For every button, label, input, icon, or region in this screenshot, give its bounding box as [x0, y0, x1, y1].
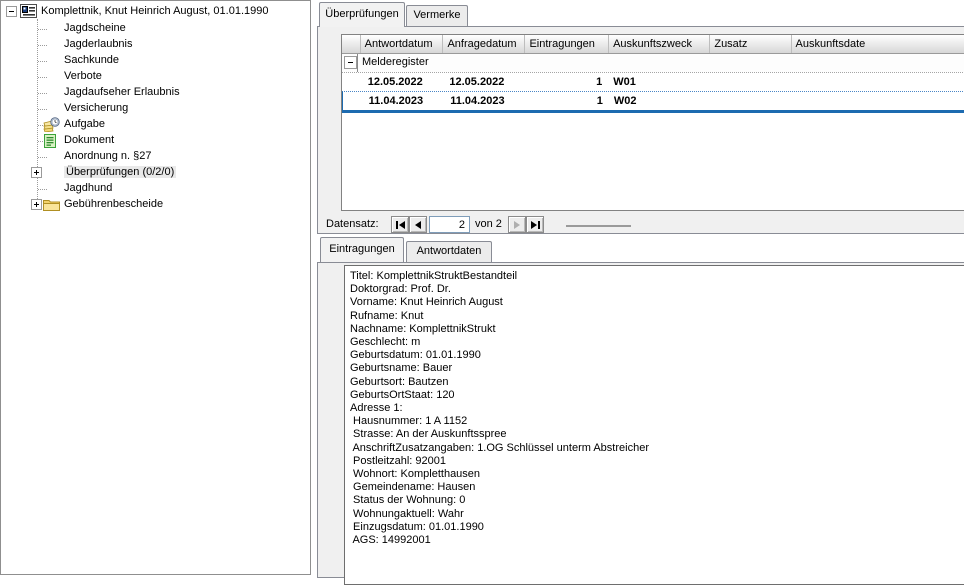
- tree-item-label: Versicherung: [64, 102, 129, 114]
- tree-item-label: Anordnung n. §27: [64, 150, 152, 162]
- detail-line: Postleitzahl: 92001: [350, 454, 447, 467]
- cell-antwortdatum: 11.04.2023: [368, 95, 424, 107]
- detail-line: Geschlecht: m: [350, 336, 421, 349]
- tree-item-label: Dokument: [64, 134, 115, 146]
- detail-line: Nachname: KomplettnikStrukt: [350, 322, 496, 335]
- detail-line: Wohnungaktuell: Wahr: [350, 507, 464, 520]
- detail-line: Hausnummer: 1 A 1152: [350, 415, 468, 428]
- task-clock-icon: [43, 117, 61, 132]
- table-row-selected[interactable]: 11.04.2023 11.04.2023 1 W02: [342, 91, 964, 113]
- cell-eintragungen: 1: [596, 95, 603, 107]
- group-collapse-icon[interactable]: [344, 56, 357, 69]
- folder-icon: [43, 198, 60, 211]
- cell-auskunftszweck: W02: [613, 95, 637, 107]
- tree-root-item[interactable]: Komplettnik, Knut Heinrich August, 01.01…: [1, 3, 310, 19]
- tree-root-label: Komplettnik, Knut Heinrich August, 01.01…: [41, 5, 269, 17]
- detail-line: AGS: 14992001: [350, 534, 431, 547]
- sidebar-item-anordnung[interactable]: Anordnung n. §27: [1, 149, 310, 165]
- detail-line: Geburtsname: Bauer: [350, 362, 453, 375]
- sidebar-item-ueberpruefungen[interactable]: Überprüfungen (0/2/0): [1, 165, 310, 181]
- detail-line: GeburtsOrtStaat: 120: [350, 388, 455, 401]
- detail-line: Strasse: An der Auskunftsspree: [350, 428, 507, 441]
- cell-anfragedatum: 12.05.2022: [449, 76, 505, 88]
- column-header-auskunftsdate[interactable]: Auskunftsdate: [792, 35, 964, 53]
- entry-details-textarea[interactable]: Titel: KomplettnikStruktBestandteil Dokt…: [344, 265, 964, 585]
- column-header-indicator[interactable]: [342, 35, 361, 53]
- person-tree-panel: Komplettnik, Knut Heinrich August, 01.01…: [0, 0, 311, 575]
- tree-item-label: Gebührenbescheide: [64, 198, 164, 210]
- sidebar-item-jagdaufseher-erlaubnis[interactable]: Jagdaufseher Erlaubnis: [1, 85, 310, 101]
- expand-icon[interactable]: [31, 167, 42, 178]
- cell-auskunftszweck: W01: [613, 76, 636, 88]
- tree-item-label: Jagderlaubnis: [64, 38, 133, 50]
- tree-item-label: Aufgabe: [64, 118, 105, 130]
- cell-antwortdatum: 12.05.2022: [367, 76, 423, 88]
- grid-header-row: Antwortdatum Anfragedatum Eintragungen A…: [342, 35, 964, 54]
- expand-icon[interactable]: [31, 199, 42, 210]
- cell-eintragungen: 1: [596, 76, 603, 88]
- record-navigator-label: Datensatz:: [326, 218, 379, 230]
- record-number-input[interactable]: 2: [429, 216, 470, 233]
- record-navigator: Datensatz: 2 von 2: [318, 214, 964, 235]
- ueberpruefungen-tabpage: Antwortdatum Anfragedatum Eintragungen A…: [317, 26, 964, 234]
- detail-line: Wohnort: Kompletthausen: [350, 468, 481, 481]
- detail-line: Status der Wohnung: 0: [350, 494, 466, 507]
- detail-line: Vorname: Knut Heinrich August: [350, 296, 503, 309]
- sidebar-item-verbote[interactable]: Verbote: [1, 69, 310, 85]
- cell-zusatz: [711, 73, 791, 91]
- cell-zusatz: [712, 92, 792, 110]
- tree-item-label: Jagdaufseher Erlaubnis: [64, 86, 180, 98]
- table-row[interactable]: 12.05.2022 12.05.2022 1 W01: [342, 72, 964, 91]
- collapse-icon[interactable]: [6, 6, 17, 17]
- detail-line: Doktorgrad: Prof. Dr.: [350, 283, 451, 296]
- sidebar-item-aufgabe[interactable]: Aufgabe: [1, 117, 310, 133]
- sidebar-item-gebuehrenbescheide[interactable]: Gebührenbescheide: [1, 197, 310, 213]
- sidebar-item-sachkunde[interactable]: Sachkunde: [1, 53, 310, 69]
- tree-item-label: Verbote: [64, 70, 102, 82]
- group-row-melderegister[interactable]: Melderegister: [342, 54, 964, 72]
- sidebar-item-dokument[interactable]: Dokument: [1, 133, 310, 149]
- group-label: Melderegister: [362, 56, 429, 68]
- detail-line: Titel: KomplettnikStruktBestandteil: [350, 270, 518, 282]
- detail-line: Gemeindename: Hausen: [350, 481, 476, 494]
- tab-antwortdaten[interactable]: Antwortdaten: [406, 241, 492, 262]
- detail-line: Adresse 1:: [350, 402, 403, 415]
- last-record-button[interactable]: [526, 216, 544, 233]
- detail-area: Überprüfungen Vermerke Antwortdatum Anfr…: [317, 0, 964, 585]
- next-record-button[interactable]: [508, 216, 526, 233]
- cell-anfragedatum: 11.04.2023: [450, 95, 505, 107]
- detail-line: Einzugsdatum: 01.01.1990: [350, 520, 484, 533]
- first-record-button[interactable]: [391, 216, 409, 233]
- tab-vermerke[interactable]: Vermerke: [406, 5, 468, 27]
- previous-record-button[interactable]: [409, 216, 427, 233]
- eintragungen-tabpage: Titel: KomplettnikStruktBestandteil Dokt…: [317, 262, 964, 585]
- record-count-label: von 2: [475, 218, 502, 230]
- column-header-eintragungen[interactable]: Eintragungen: [525, 35, 610, 53]
- sidebar-item-jagdhund[interactable]: Jagdhund: [1, 181, 310, 197]
- detail-line: Rufname: Knut: [350, 309, 424, 322]
- column-header-zusatz[interactable]: Zusatz: [710, 35, 792, 53]
- sidebar-item-jagdscheine[interactable]: Jagdscheine: [1, 21, 310, 37]
- sidebar-item-versicherung[interactable]: Versicherung: [1, 101, 310, 117]
- column-header-auskunftszweck[interactable]: Auskunftszweck: [609, 35, 711, 53]
- document-icon: [44, 134, 56, 148]
- tab-eintragungen[interactable]: Eintragungen: [320, 237, 404, 262]
- sidebar-item-jagderlaubnis[interactable]: Jagderlaubnis: [1, 37, 310, 53]
- ueberpruefungen-grid: Antwortdatum Anfragedatum Eintragungen A…: [341, 34, 964, 211]
- detail-line: AnschriftZusatzangaben: 1.OG Schlüssel u…: [350, 441, 649, 454]
- navigator-divider: [566, 225, 631, 227]
- tree-connector-line: [37, 19, 38, 205]
- tab-ueberpruefungen[interactable]: Überprüfungen: [319, 2, 405, 27]
- column-header-anfragedatum[interactable]: Anfragedatum: [443, 35, 526, 53]
- column-header-antwortdatum[interactable]: Antwortdatum: [361, 35, 444, 53]
- record-icon: [20, 4, 37, 18]
- tree-item-label-selected: Überprüfungen (0/2/0): [64, 166, 177, 178]
- detail-line: Geburtsort: Bautzen: [350, 375, 449, 388]
- tree-item-label: Jagdhund: [64, 182, 113, 194]
- tree-item-label: Jagdscheine: [64, 22, 126, 34]
- detail-line: Geburtsdatum: 01.01.1990: [350, 349, 481, 362]
- tree-item-label: Sachkunde: [64, 54, 120, 66]
